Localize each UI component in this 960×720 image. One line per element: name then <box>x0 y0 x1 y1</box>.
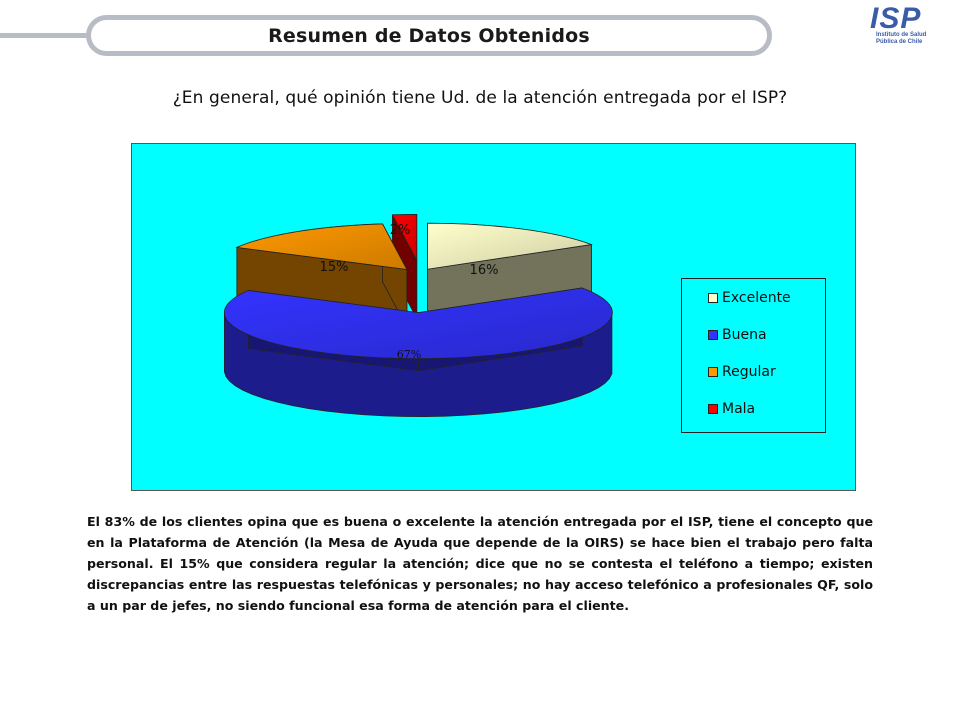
legend-item-buena: Buena <box>708 326 767 344</box>
summary-paragraph: El 83% de los clientes opina que es buen… <box>87 514 873 613</box>
pie-slice-regular <box>235 223 408 271</box>
legend-swatch-mala <box>708 404 718 414</box>
legend-label-buena: Buena <box>722 327 767 343</box>
legend-swatch-buena <box>708 330 718 340</box>
survey-question: ¿En general, qué opinión tiene Ud. de la… <box>172 88 788 108</box>
legend-label-excelente: Excelente <box>722 290 791 306</box>
pie-slice-mala <box>391 214 418 261</box>
data-label-buena: 67% <box>397 348 421 361</box>
data-label-regular: 15% <box>320 260 349 275</box>
legend-item-mala: Mala <box>708 400 755 418</box>
data-label-mala: 2% <box>390 223 411 238</box>
logo-subtitle: Instituto de Salud Pública de Chile <box>876 32 927 45</box>
page-title: Resumen de Datos Obtenidos <box>268 24 590 47</box>
pie-chart: 16% 67% 15% 2% <box>223 214 613 417</box>
legend-swatch-excelente <box>708 293 718 303</box>
legend-item-excelente: Excelente <box>708 289 791 307</box>
data-label-excelente: 16% <box>470 263 499 278</box>
legend-item-regular: Regular <box>708 363 776 381</box>
isp-logo: ISP Instituto de Salud Pública de Chile <box>858 4 940 52</box>
logo-mark: ISP <box>870 2 922 35</box>
title-banner: Resumen de Datos Obtenidos <box>86 15 772 56</box>
pie-slice-excelente <box>427 222 593 270</box>
legend-label-mala: Mala <box>722 401 756 417</box>
legend-label-regular: Regular <box>722 364 776 380</box>
pie-chart-area: 16% 67% 15% 2% Excelente Buena Regular Mala <box>131 143 856 491</box>
pie-slice-buena <box>224 287 613 359</box>
header-rule <box>0 33 90 38</box>
legend-swatch-regular <box>708 367 718 377</box>
chart-legend: Excelente Buena Regular Mala <box>681 278 826 433</box>
